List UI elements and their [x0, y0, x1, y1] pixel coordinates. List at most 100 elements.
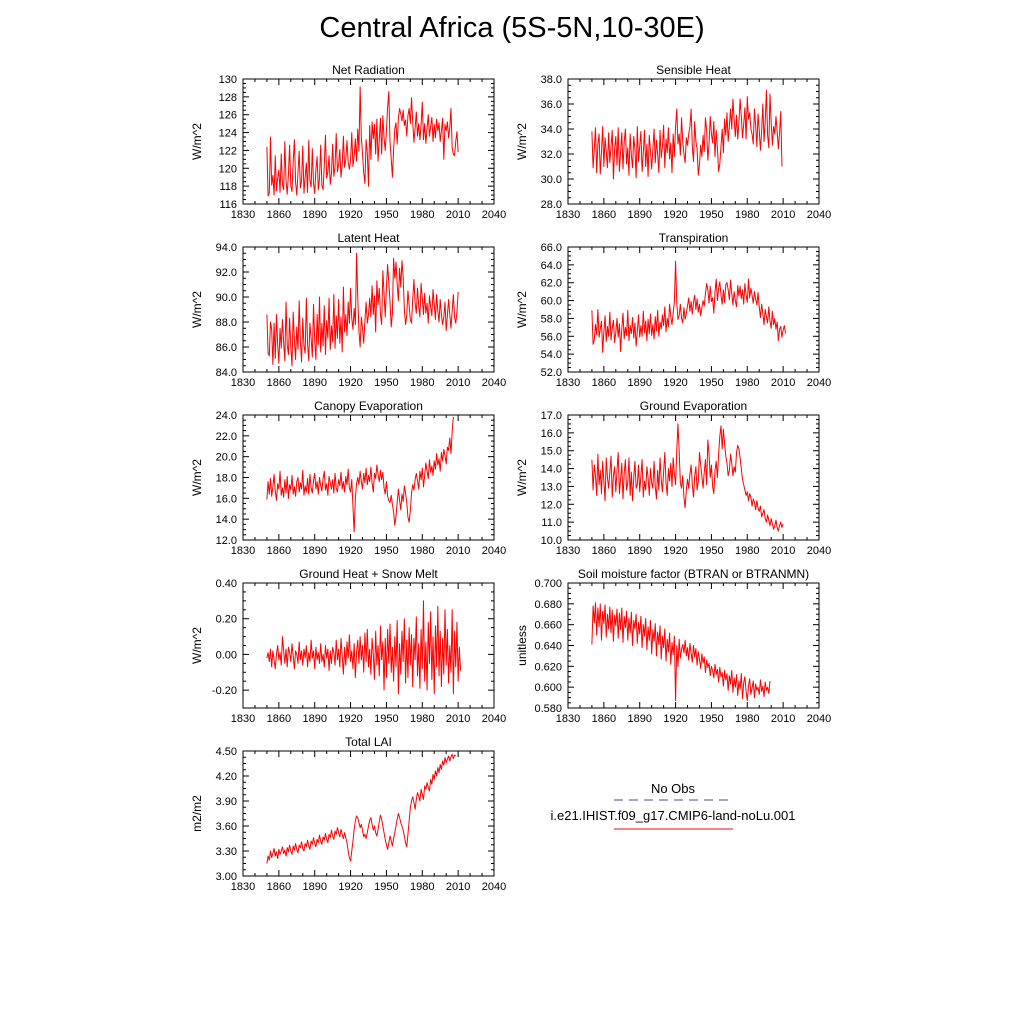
- x-tick-label: 1980: [410, 377, 434, 389]
- x-tick-label: 2040: [807, 545, 831, 557]
- x-tick-label: 2010: [771, 713, 795, 725]
- y-tick-label: 14.0: [216, 514, 237, 526]
- x-tick-label: 1980: [735, 545, 759, 557]
- y-tick-label: -0.20: [212, 685, 237, 697]
- y-tick-label: 13.0: [541, 481, 562, 493]
- legend: No Obs i.e21.IHIST.f09_g17.CMIP6-land-no…: [551, 781, 796, 830]
- x-tick-label: 1890: [627, 713, 651, 725]
- x-tick-label: 1920: [663, 209, 687, 221]
- x-tick-label: 2040: [807, 209, 831, 221]
- chart-title: Canopy Evaporation: [314, 399, 423, 413]
- x-tick-label: 1890: [302, 713, 326, 725]
- figure-title: Central Africa (5S-5N,10-30E): [319, 12, 705, 44]
- y-tick-label: 122: [219, 145, 237, 157]
- x-tick-label: 2010: [446, 377, 470, 389]
- x-tick-label: 1920: [338, 713, 362, 725]
- x-tick-label: 1860: [267, 713, 291, 725]
- x-tick-label: 2010: [446, 713, 470, 725]
- y-tick-label: 56.0: [541, 331, 562, 343]
- x-tick-label: 1830: [231, 209, 255, 221]
- series-line: [266, 417, 454, 533]
- x-tick-label: 2040: [482, 545, 506, 557]
- y-tick-label: 84.0: [216, 367, 237, 379]
- x-tick-label: 2010: [446, 881, 470, 893]
- x-tick-label: 2010: [771, 545, 795, 557]
- chart-title: Latent Heat: [337, 231, 400, 245]
- y-tick-label: 126: [219, 110, 237, 122]
- y-tick-label: 4.50: [216, 746, 237, 758]
- y-tick-label: 3.30: [216, 846, 237, 858]
- y-tick-label: 3.00: [216, 871, 237, 883]
- plot-frame: [567, 246, 820, 373]
- x-tick-label: 1920: [338, 377, 362, 389]
- x-tick-label: 1860: [592, 545, 616, 557]
- y-tick-label: 0.620: [534, 661, 562, 673]
- series-line: [591, 602, 771, 702]
- x-tick-label: 1950: [374, 377, 398, 389]
- legend-label-model: i.e21.IHIST.f09_g17.CMIP6-land-noLu.001: [551, 808, 796, 823]
- series-line: [266, 86, 459, 197]
- y-tick-label: 62.0: [541, 278, 562, 290]
- chart-net-radiation: Net Radiation 1830 1860 1890 1920 1950 1980 201…: [190, 63, 506, 221]
- y-tick-label: 92.0: [216, 267, 237, 279]
- x-tick-label: 1980: [410, 545, 434, 557]
- y-tick-label: 3.90: [216, 796, 237, 808]
- y-tick-label: 0.700: [534, 578, 562, 590]
- chart-title: Soil moisture factor (BTRAN or BTRANMN): [578, 567, 809, 581]
- x-tick-label: 2010: [446, 209, 470, 221]
- y-tick-label: 130: [219, 74, 237, 86]
- x-tick-label: 1860: [592, 377, 616, 389]
- x-tick-label: 1830: [556, 209, 580, 221]
- y-tick-label: 86.0: [216, 342, 237, 354]
- y-tick-label: 118: [219, 181, 237, 193]
- y-tick-label: 28.0: [541, 199, 562, 211]
- y-tick-label: 10.0: [541, 535, 562, 547]
- x-tick-label: 1920: [338, 881, 362, 893]
- x-tick-label: 1890: [302, 209, 326, 221]
- y-tick-label: 15.0: [541, 446, 562, 458]
- x-tick-label: 1920: [663, 713, 687, 725]
- y-tick-label: 36.0: [541, 99, 562, 111]
- x-tick-label: 1890: [302, 545, 326, 557]
- x-tick-label: 2040: [482, 881, 506, 893]
- x-tick-label: 2040: [482, 377, 506, 389]
- y-tick-label: 54.0: [541, 349, 562, 361]
- y-tick-label: 0.20: [216, 614, 237, 626]
- x-tick-label: 1920: [663, 377, 687, 389]
- chart-title: Net Radiation: [332, 63, 405, 77]
- y-tick-label: 22.0: [216, 431, 237, 443]
- chart-latent-heat: Latent Heat 1830 1860 1890 1920 1950 1980 2010 2…: [190, 231, 506, 389]
- y-tick-label: 66.0: [541, 242, 562, 254]
- x-tick-label: 1860: [267, 545, 291, 557]
- y-tick-label: 116: [219, 199, 237, 211]
- x-tick-label: 2010: [771, 377, 795, 389]
- y-tick-label: 52.0: [541, 367, 562, 379]
- chart-title: Sensible Heat: [656, 63, 731, 77]
- chart-soil-moisture-factor-btran-or-btranmn: Soil moisture factor (BTRAN or BTRANMN) 1…: [515, 567, 831, 725]
- panels-group: Net Radiation 1830 1860 1890 1920 1950 1980 201…: [190, 63, 831, 893]
- x-tick-label: 2040: [807, 377, 831, 389]
- y-axis-label: W/m^2: [515, 459, 529, 496]
- y-tick-label: 0.40: [216, 578, 237, 590]
- y-tick-label: 3.60: [216, 821, 237, 833]
- x-tick-label: 1830: [556, 713, 580, 725]
- x-tick-label: 1950: [699, 209, 723, 221]
- x-tick-label: 1920: [663, 545, 687, 557]
- x-tick-label: 1950: [374, 881, 398, 893]
- x-tick-label: 2010: [446, 545, 470, 557]
- series-line: [266, 753, 457, 864]
- x-tick-label: 1860: [592, 713, 616, 725]
- x-tick-label: 1890: [627, 545, 651, 557]
- x-tick-label: 1830: [231, 881, 255, 893]
- x-tick-label: 1860: [267, 377, 291, 389]
- y-tick-label: 34.0: [541, 124, 562, 136]
- y-axis-label: unitless: [515, 625, 529, 666]
- y-tick-label: 16.0: [216, 493, 237, 505]
- chart-sensible-heat: Sensible Heat 1830 1860 1890 1920 1950 1980 201…: [515, 63, 831, 221]
- y-tick-label: 32.0: [541, 149, 562, 161]
- series-line: [591, 89, 783, 180]
- x-tick-label: 1920: [338, 209, 362, 221]
- y-axis-label: W/m^2: [515, 123, 529, 160]
- series-line: [591, 260, 787, 353]
- x-tick-label: 1950: [699, 545, 723, 557]
